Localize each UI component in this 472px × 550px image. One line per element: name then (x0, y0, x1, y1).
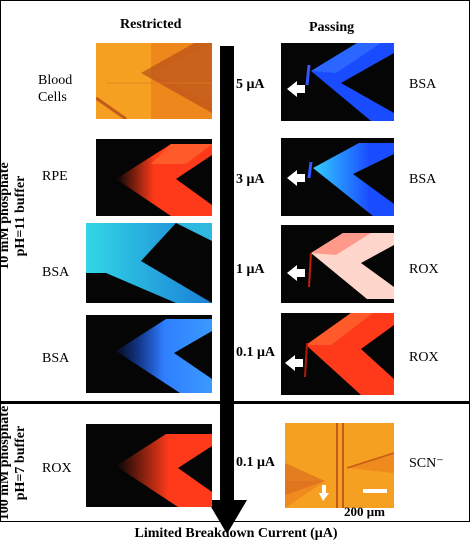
header-restricted: Restricted (120, 17, 182, 32)
scale-bar-label: 200 μm (344, 504, 385, 519)
row5-current: 0.1 μA (236, 455, 276, 470)
row2-right-label: BSA (409, 172, 437, 187)
row5-left-label: ROX (42, 461, 72, 476)
side-label-top-line2: pH=11 buffer (13, 175, 28, 257)
side-label-bottom: 100 mM phosphate pH=7 buffer (0, 382, 33, 544)
header-passing: Passing (309, 20, 355, 35)
side-label-top: 10 mM phosphate pH=11 buffer (0, 141, 33, 291)
row1-left-label-line1: Blood (38, 73, 73, 88)
current-arrow-shaft (220, 46, 234, 506)
figure-footer: Limited Breakdown Current (μA) (134, 526, 338, 541)
row5-passing-image (285, 423, 394, 508)
row1-current: 5 μA (236, 77, 265, 92)
row3-left-label: BSA (42, 265, 70, 280)
current-arrow-head (207, 500, 247, 534)
row3-right-label: ROX (409, 262, 439, 277)
row3-current: 1 μA (236, 262, 265, 277)
buffer-divider (0, 401, 470, 404)
side-label-bottom-line1: 100 mM phosphate (0, 405, 12, 521)
row4-right-label: ROX (409, 350, 439, 365)
row4-current: 0.1 μA (236, 345, 276, 360)
row2-left-label: RPE (42, 169, 68, 184)
side-label-bottom-line2: pH=7 buffer (13, 425, 28, 501)
row5-restricted-image (86, 424, 212, 507)
row2-current: 3 μA (236, 172, 265, 187)
row4-left-label: BSA (42, 351, 70, 366)
row1-restricted-image (96, 43, 212, 119)
row1-passing-image (281, 43, 394, 121)
side-label-top-line1: 10 mM phosphate (0, 162, 12, 270)
row3-restricted-image (86, 223, 212, 303)
row1-left-label-line2: Cells (38, 90, 67, 105)
row1-right-label: BSA (409, 77, 437, 92)
row2-restricted-image (96, 139, 212, 216)
row2-passing-image (281, 138, 394, 216)
row4-restricted-image (86, 315, 212, 393)
row4-passing-image (281, 313, 394, 395)
row3-passing-image (281, 225, 394, 303)
row5-right-label: SCN⁻ (409, 456, 444, 471)
